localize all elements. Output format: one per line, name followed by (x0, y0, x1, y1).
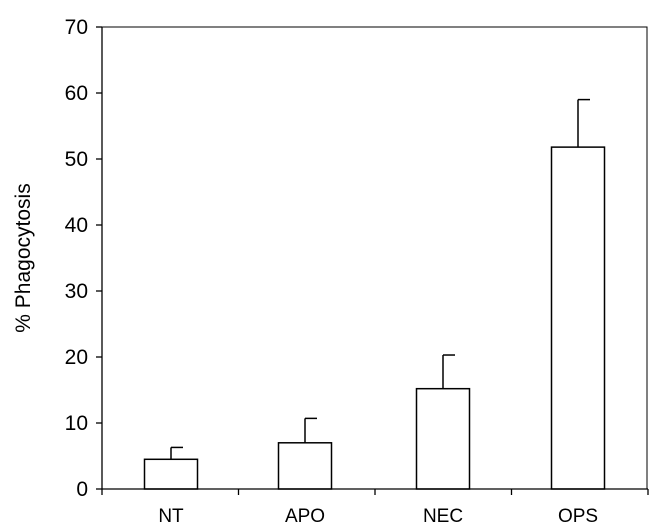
bars-layer (143, 146, 606, 490)
bar-nec (415, 387, 471, 490)
x-category-label: NT (158, 506, 184, 527)
x-category-label: OPS (558, 506, 598, 527)
x-category-label: APO (285, 506, 325, 527)
y-tick-label: 60 (65, 82, 88, 105)
x-category-label: NEC (423, 506, 463, 527)
x-ticks: NT APO NEC OPS (101, 489, 649, 527)
y-ticks: 0 10 20 30 40 50 60 70 (65, 16, 102, 501)
bar-nt (143, 458, 199, 490)
y-tick-label: 70 (65, 16, 88, 39)
y-tick-label: 0 (76, 478, 88, 501)
y-axis-label: % Phagocytosis (12, 183, 35, 332)
y-tick-label: 40 (65, 214, 88, 237)
y-tick-label: 20 (65, 346, 88, 369)
bar-apo (277, 442, 333, 490)
y-tick-label: 50 (65, 148, 88, 171)
bar-ops (550, 146, 606, 490)
error-bars-layer (170, 98, 590, 460)
y-tick-label: 10 (65, 412, 88, 435)
y-tick-label: 30 (65, 280, 88, 303)
